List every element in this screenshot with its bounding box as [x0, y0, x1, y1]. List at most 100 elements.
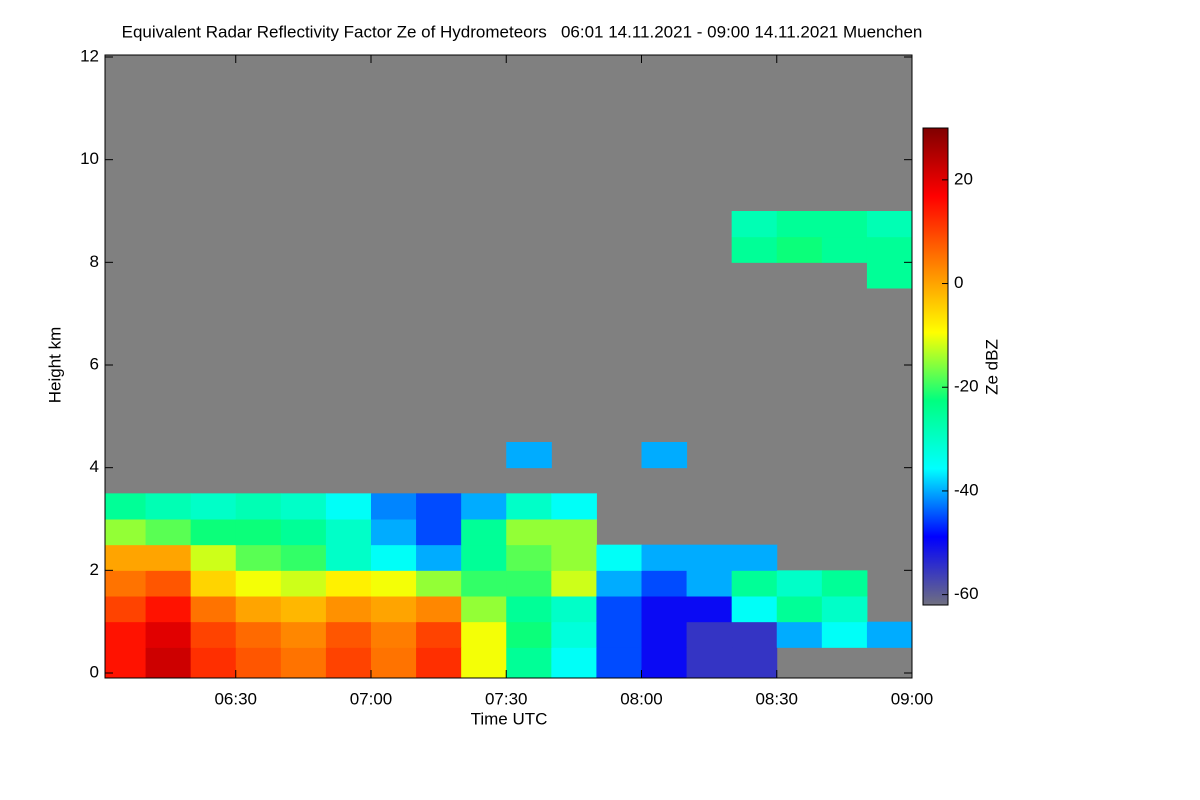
- heatmap-cell: [596, 647, 642, 679]
- heatmap-cell: [821, 621, 868, 648]
- heatmap-cell: [461, 596, 507, 623]
- heatmap-cell: [370, 647, 417, 679]
- heatmap-cell: [551, 570, 597, 597]
- heatmap-cell: [280, 519, 327, 546]
- colorbar-tick-label: -40: [954, 480, 979, 499]
- heatmap-cell: [731, 596, 778, 623]
- heatmap-cell: [325, 621, 372, 648]
- heatmap-cell: [506, 544, 552, 571]
- y-tick-label: 4: [90, 457, 99, 476]
- heatmap-cell: [641, 442, 688, 469]
- heatmap-cell: [416, 647, 462, 679]
- heatmap-cell: [461, 493, 507, 520]
- heatmap-cell: [821, 596, 868, 623]
- heatmap-cell: [370, 596, 417, 623]
- heatmap-cell: [731, 236, 778, 263]
- heatmap-cell: [145, 596, 192, 623]
- heatmap-cell: [235, 493, 282, 520]
- heatmap-cell: [370, 621, 417, 648]
- heatmap-cell: [235, 570, 282, 597]
- heatmap-cell: [641, 570, 688, 597]
- y-tick-label: 10: [80, 149, 99, 168]
- heatmap-cell: [461, 519, 507, 546]
- heatmap-cell: [235, 519, 282, 546]
- colorbar-label: Ze dBZ: [982, 339, 1001, 395]
- heatmap-cell: [686, 596, 733, 623]
- heatmap-cell: [866, 621, 912, 648]
- y-axis-label: Height km: [45, 327, 64, 404]
- heatmap-cell: [416, 493, 462, 520]
- heatmap-cell: [731, 570, 778, 597]
- heatmap-cell: [105, 570, 147, 597]
- heatmap-cell: [506, 493, 552, 520]
- heatmap-cell: [596, 621, 642, 648]
- heatmap: [105, 55, 912, 679]
- heatmap-cell: [686, 621, 733, 648]
- y-tick-label: 12: [80, 46, 99, 65]
- heatmap-cell: [461, 570, 507, 597]
- heatmap-cell: [866, 236, 912, 263]
- heatmap-cell: [370, 544, 417, 571]
- heatmap-cell: [461, 621, 507, 648]
- colorbar-tick-label: 20: [954, 169, 973, 188]
- heatmap-cell: [776, 596, 823, 623]
- heatmap-cell: [506, 621, 552, 648]
- heatmap-cell: [325, 544, 372, 571]
- heatmap-cell: [190, 544, 237, 571]
- heatmap-cell: [280, 544, 327, 571]
- heatmap-cell: [551, 544, 597, 571]
- heatmap-cell: [325, 647, 372, 679]
- heatmap-cell: [235, 647, 282, 679]
- heatmap-cell: [325, 519, 372, 546]
- heatmap-cell: [866, 262, 912, 289]
- heatmap-cell: [506, 596, 552, 623]
- heatmap-cell: [105, 493, 147, 520]
- heatmap-cell: [506, 570, 552, 597]
- heatmap-cell: [731, 647, 778, 679]
- heatmap-cell: [325, 493, 372, 520]
- heatmap-cell: [551, 647, 597, 679]
- heatmap-cell: [416, 570, 462, 597]
- heatmap-cell: [821, 211, 868, 238]
- heatmap-cell: [641, 544, 688, 571]
- heatmap-cell: [776, 211, 823, 238]
- heatmap-cell: [280, 647, 327, 679]
- y-tick-label: 2: [90, 560, 99, 579]
- heatmap-cell: [190, 596, 237, 623]
- heatmap-cell: [821, 570, 868, 597]
- heatmap-cell: [145, 570, 192, 597]
- heatmap-cell: [105, 596, 147, 623]
- heatmap-cell: [776, 236, 823, 263]
- heatmap-cell: [596, 596, 642, 623]
- heatmap-cell: [551, 493, 597, 520]
- heatmap-cell: [190, 570, 237, 597]
- heatmap-cell: [325, 570, 372, 597]
- heatmap-cell: [105, 621, 147, 648]
- heatmap-cell: [416, 621, 462, 648]
- colorbar-tick-label: -20: [954, 377, 979, 396]
- x-tick-label: 06:30: [214, 689, 257, 708]
- heatmap-cell: [596, 544, 642, 571]
- heatmap-cell: [731, 544, 778, 571]
- heatmap-cell: [686, 570, 733, 597]
- chart-title: Equivalent Radar Reflectivity Factor Ze …: [122, 22, 923, 41]
- heatmap-cell: [280, 570, 327, 597]
- heatmap-cell: [416, 544, 462, 571]
- heatmap-cell: [105, 519, 147, 546]
- heatmap-cell: [731, 211, 778, 238]
- x-tick-label: 08:30: [755, 689, 798, 708]
- y-tick-label: 6: [90, 354, 99, 373]
- colorbar-tick-label: 0: [954, 273, 963, 292]
- heatmap-cell: [190, 493, 237, 520]
- heatmap-cell: [641, 621, 688, 648]
- heatmap-cell: [105, 544, 147, 571]
- x-tick-label: 07:30: [485, 689, 528, 708]
- heatmap-cell: [325, 596, 372, 623]
- heatmap-cell: [461, 544, 507, 571]
- x-tick-label: 08:00: [620, 689, 663, 708]
- heatmap-cell: [370, 570, 417, 597]
- heatmap-cell: [280, 596, 327, 623]
- heatmap-cell: [506, 519, 552, 546]
- heatmap-cell: [776, 621, 823, 648]
